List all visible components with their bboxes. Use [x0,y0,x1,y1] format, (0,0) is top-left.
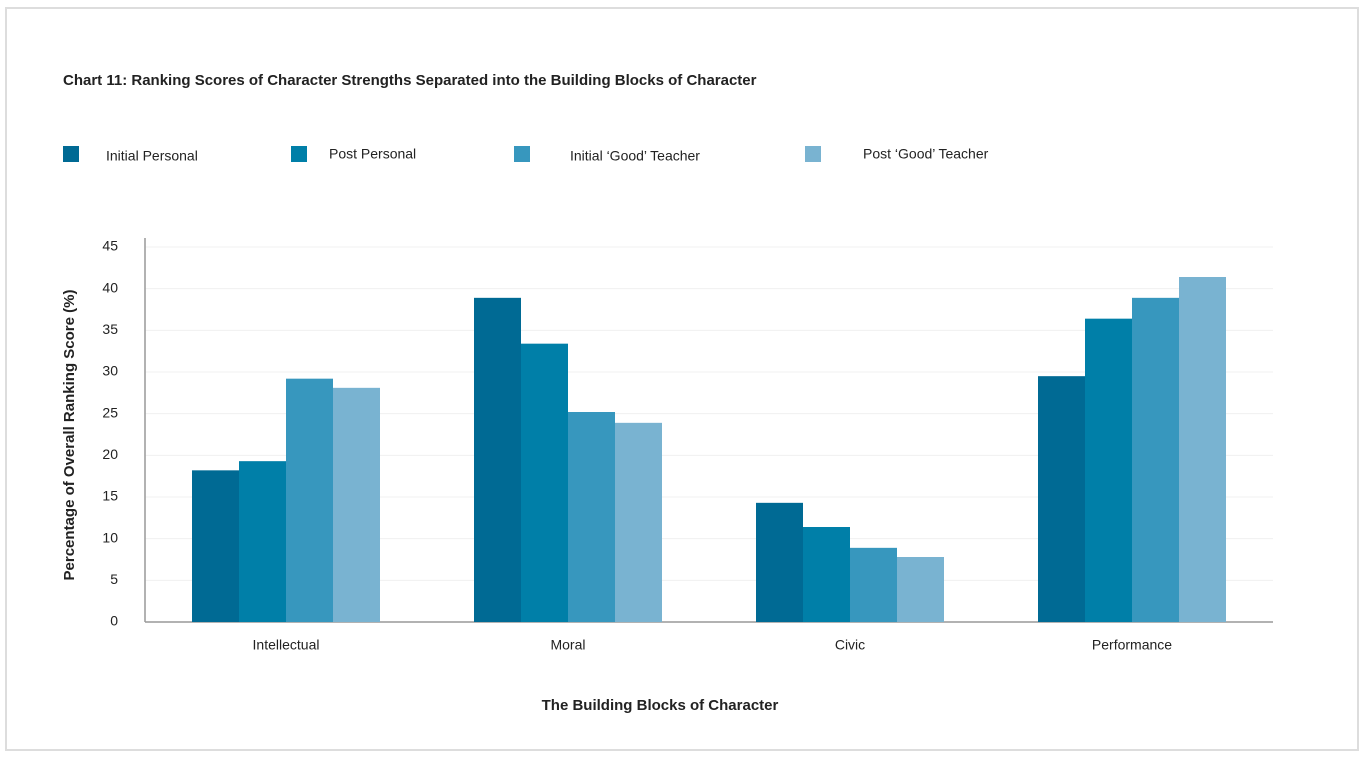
bar [1038,376,1085,622]
y-tick-label: 0 [110,613,118,629]
bar [803,527,850,622]
y-tick-label: 45 [102,238,118,254]
bar [286,378,333,622]
bar [897,557,944,622]
bar [568,412,615,622]
chart-title: Chart 11: Ranking Scores of Character St… [63,72,757,89]
legend-swatch [514,146,530,162]
y-tick-label: 20 [102,446,118,462]
y-axis-label: Percentage of Overall Ranking Score (%) [61,290,78,581]
y-tick-label: 25 [102,404,118,420]
bar [1179,277,1226,622]
bar [333,387,380,622]
y-tick-label: 5 [110,571,118,587]
legend-label: Post Personal [329,146,416,162]
legend-label: Initial Personal [106,148,198,164]
legend-label: Post ‘Good’ Teacher [863,146,989,162]
bar [521,343,568,622]
bar [756,502,803,622]
y-tick-label: 35 [102,321,118,337]
y-tick-label: 40 [102,279,118,295]
bar [850,547,897,622]
bar [239,461,286,622]
y-tick-label: 30 [102,363,118,379]
y-tick-label: 10 [102,529,118,545]
x-tick-label: Performance [1092,637,1172,653]
bar [474,297,521,622]
bar [615,422,662,622]
x-tick-label: Intellectual [253,637,320,653]
bar [1085,318,1132,622]
legend-swatch [63,146,79,162]
legend-swatch [805,146,821,162]
x-axis-label: The Building Blocks of Character [542,697,779,714]
x-tick-label: Moral [550,637,585,653]
bar [1132,297,1179,622]
bar [192,470,239,622]
x-tick-label: Civic [835,637,865,653]
legend-swatch [291,146,307,162]
legend-label: Initial ‘Good’ Teacher [570,148,700,164]
y-tick-label: 15 [102,488,118,504]
